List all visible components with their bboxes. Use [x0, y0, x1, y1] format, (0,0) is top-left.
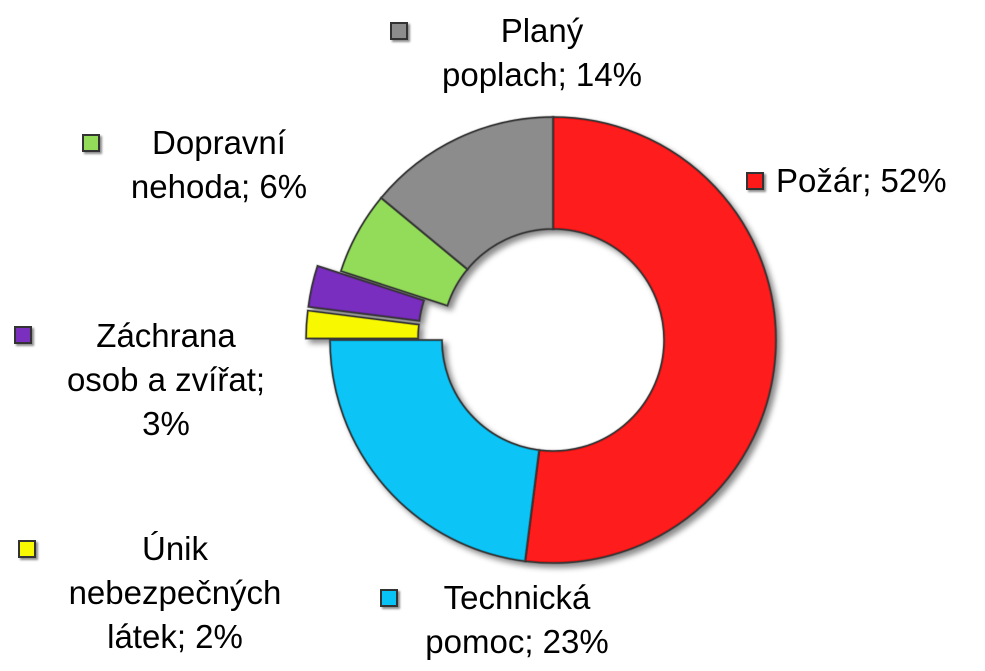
label-line: Technická [443, 579, 591, 616]
donut-slice-bevel-technicka-pomoc [328, 338, 541, 563]
label-line: Dopravní [152, 124, 286, 161]
slice-label-zachrana: Záchrana osob a zvířat; 3% [36, 314, 296, 446]
label-line: nebezpečných [68, 574, 282, 611]
donut-slice-bevel-pozar [523, 115, 778, 565]
slice-label-unik-latek: Únik nebezpečných látek; 2% [40, 527, 310, 659]
label-line: Požár; 52% [776, 162, 947, 199]
slice-label-plany-poplach: Planý poplach; 14% [412, 9, 672, 97]
legend-swatch-pozar [746, 172, 764, 190]
label-line: látek; 2% [107, 618, 243, 655]
label-line: pomoc; 23% [425, 623, 609, 660]
label-line: poplach; 14% [442, 56, 642, 93]
label-line: Planý [500, 12, 584, 49]
legend-swatch-plany-poplach [390, 22, 408, 40]
label-line: Záchrana [96, 317, 236, 354]
legend-swatch-zachrana [14, 326, 32, 344]
donut-slice-bevel-plany-poplach [379, 115, 555, 272]
label-line: nehoda; 6% [130, 168, 308, 205]
label-line: Únik [141, 530, 209, 567]
slice-label-dopravni-nehoda: Dopravní nehoda; 6% [104, 121, 334, 209]
legend-swatch-technicka-pomoc [380, 589, 398, 607]
donut-slice-bevel-unik-latek [304, 308, 421, 340]
legend-swatch-dopravni-nehoda [82, 134, 100, 152]
donut-slice-bevel-zachrana [306, 263, 426, 323]
slice-label-pozar: Požár; 52% [776, 159, 947, 203]
label-line: 3% [142, 405, 190, 442]
slice-label-technicka-pomoc: Technická pomoc; 23% [402, 576, 632, 664]
donut-slice-pozar [524, 116, 777, 564]
label-line: osob a zvířat; [66, 361, 266, 398]
legend-swatch-unik-latek [18, 540, 36, 558]
